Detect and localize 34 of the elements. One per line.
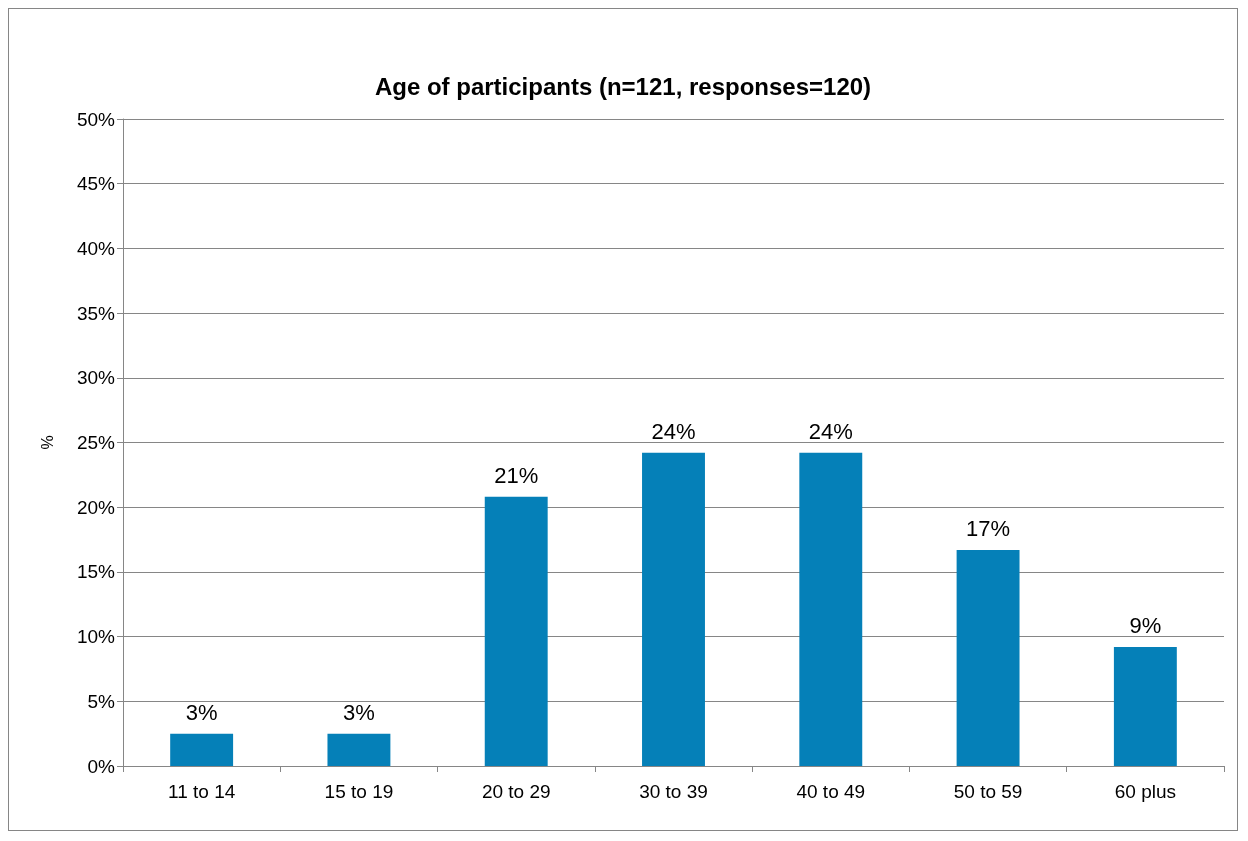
data-label: 9% — [1129, 613, 1162, 639]
x-tick-label: 15 to 19 — [324, 781, 394, 802]
data-label: 3% — [343, 700, 375, 726]
chart-title: Age of participants (n=121, responses=120) — [374, 72, 872, 100]
y-tick-label: 25% — [76, 432, 116, 453]
x-tick-label: 11 to 14 — [168, 781, 236, 802]
bar — [642, 452, 705, 766]
bar — [799, 452, 863, 766]
y-axis-title: % — [38, 435, 56, 450]
bar — [484, 496, 548, 766]
y-tick-label: 45% — [76, 173, 116, 195]
y-tick-label: 5% — [87, 690, 116, 712]
data-label: 24% — [808, 419, 853, 445]
y-tick-label: 50% — [76, 108, 116, 130]
data-label: 24% — [651, 419, 696, 445]
x-tick-label: 30 to 39 — [639, 781, 708, 802]
y-tick-label: 35% — [76, 302, 116, 324]
bar — [1113, 646, 1177, 766]
y-tick-label: 10% — [76, 626, 116, 648]
x-tick-label: 50 to 59 — [953, 781, 1023, 802]
y-tick-label: 20% — [76, 496, 116, 518]
y-tick-label: 15% — [76, 561, 116, 583]
bar — [327, 733, 391, 766]
x-tick-label: 20 to 29 — [481, 781, 551, 802]
data-label: 3% — [185, 700, 218, 726]
bar — [170, 733, 234, 766]
y-tick-label: 30% — [76, 367, 116, 389]
x-tick-label: 60 plus — [1114, 781, 1176, 802]
y-tick-label: 40% — [76, 237, 116, 259]
y-tick-label: 0% — [87, 755, 116, 777]
bar — [956, 549, 1020, 766]
x-tick-label: 40 to 49 — [796, 781, 866, 802]
data-label: 17% — [966, 516, 1011, 542]
data-label: 21% — [494, 463, 539, 489]
